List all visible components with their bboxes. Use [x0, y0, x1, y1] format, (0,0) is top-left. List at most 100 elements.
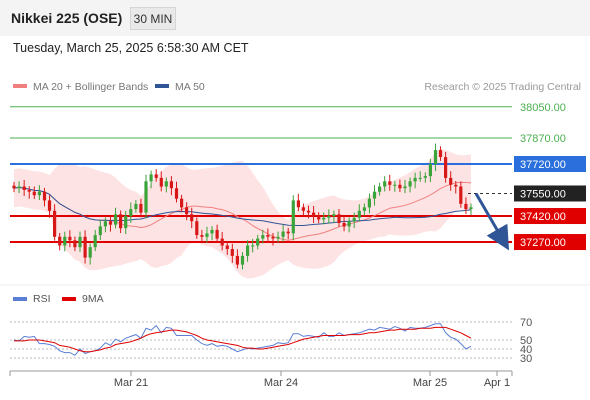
- candle-body: [251, 245, 255, 247]
- candle-body: [271, 236, 275, 239]
- ma50-legend-label: MA 50: [175, 81, 205, 93]
- header-bar: [0, 0, 590, 36]
- osc-tick-50: 50: [520, 335, 532, 347]
- candle-body: [459, 186, 463, 204]
- candle-body: [362, 207, 366, 211]
- candle-body: [139, 203, 143, 213]
- ma20-legend-label: MA 20 + Bollinger Bands: [33, 81, 148, 93]
- candle-body: [398, 184, 402, 189]
- x-tick-Mar-21: Mar 21: [114, 377, 148, 389]
- x-tick-Mar-25: Mar 25: [413, 377, 447, 389]
- candle-body: [281, 231, 285, 237]
- candle-body: [332, 214, 336, 216]
- candle-body: [357, 210, 361, 218]
- candle-body: [210, 229, 214, 234]
- candle-body: [418, 177, 422, 179]
- candle-body: [312, 212, 316, 217]
- candle-body: [393, 184, 397, 186]
- rsi-legend-label: RSI: [33, 293, 51, 305]
- candle-body: [246, 245, 250, 256]
- candle-body: [53, 210, 57, 237]
- candle-body: [98, 226, 102, 236]
- candle-body: [58, 236, 62, 246]
- candle-body: [449, 177, 453, 185]
- candle-body: [108, 221, 113, 225]
- candle-body: [296, 200, 300, 208]
- level-tag-37720.00: [514, 156, 586, 172]
- candle-body: [205, 233, 209, 237]
- candle-body: [17, 186, 21, 189]
- level-label-37270.00: 37270.00: [520, 237, 566, 249]
- level-tag-37420.00: [514, 208, 586, 225]
- ma50-line: [13, 186, 472, 226]
- candle-body: [164, 181, 168, 187]
- rsi-legend-swatch: [13, 297, 27, 301]
- candle-body: [180, 198, 184, 208]
- osc-tick-70: 70: [520, 317, 532, 329]
- ma9-legend-swatch: [62, 297, 76, 301]
- x-tick-Apr-1: Apr 1: [484, 377, 510, 389]
- level-label-37870.00: 37870.00: [520, 133, 566, 145]
- candle-body: [423, 176, 427, 178]
- candle-body: [37, 191, 41, 196]
- candle-body: [240, 255, 245, 265]
- candle-body: [438, 150, 443, 157]
- candle-body: [347, 221, 351, 227]
- bollinger-band-area: [14, 148, 471, 279]
- ma9-legend-label: 9MA: [82, 293, 104, 305]
- candle-body: [464, 203, 468, 210]
- candle-body: [159, 177, 163, 187]
- candle-body: [469, 207, 473, 209]
- candle-body: [230, 249, 234, 256]
- candle-body: [301, 207, 305, 211]
- candle-body: [103, 221, 107, 227]
- candle-body: [291, 200, 295, 234]
- ma50-legend-swatch: [155, 84, 169, 88]
- candle-body: [47, 200, 52, 211]
- candle-body: [154, 174, 158, 178]
- candle-body: [220, 238, 224, 246]
- candle-body: [388, 181, 392, 185]
- candle-body: [68, 236, 72, 241]
- candle-body: [342, 223, 346, 227]
- level-label-38050.00: 38050.00: [520, 102, 566, 114]
- candle-body: [408, 181, 412, 187]
- candle-body: [235, 255, 239, 265]
- candle-body: [169, 181, 173, 189]
- candle-body: [225, 245, 229, 249]
- candle-body: [83, 236, 87, 258]
- candle-body: [367, 198, 371, 208]
- candle-body: [352, 217, 356, 222]
- candle-body: [78, 236, 82, 248]
- candle-body: [454, 184, 458, 187]
- candle-body: [32, 191, 36, 196]
- candles: [12, 143, 473, 270]
- candle-body: [93, 235, 97, 248]
- candle-body: [327, 216, 331, 218]
- timestamp: Tuesday, March 25, 2025 6:58:30 AM CET: [13, 41, 249, 55]
- candle-body: [378, 186, 382, 192]
- candle-body: [413, 177, 417, 182]
- candle-body: [144, 181, 148, 213]
- ma9-line: [14, 326, 472, 353]
- candle-body: [114, 214, 118, 225]
- candle-body: [444, 157, 448, 178]
- candle-body: [286, 231, 290, 234]
- x-tick-Mar-24: Mar 24: [264, 377, 298, 389]
- candle-body: [306, 210, 311, 213]
- instrument-title: Nikkei 225 (OSE): [11, 10, 123, 26]
- candle-body: [134, 203, 138, 210]
- candle-body: [195, 221, 199, 236]
- candle-body: [149, 174, 153, 182]
- candle-body: [174, 188, 179, 199]
- level-tag-37270.00: [514, 234, 586, 251]
- candle-body: [119, 214, 123, 229]
- timeframe-button[interactable]: 30 MIN: [130, 7, 176, 30]
- candle-body: [73, 240, 77, 248]
- level-label-37420.00: 37420.00: [520, 211, 566, 223]
- candle-body: [27, 190, 31, 192]
- candle-body: [428, 164, 432, 177]
- candle-body: [276, 236, 280, 239]
- candle-body: [337, 214, 341, 223]
- level-tag-37550.00: [514, 185, 586, 202]
